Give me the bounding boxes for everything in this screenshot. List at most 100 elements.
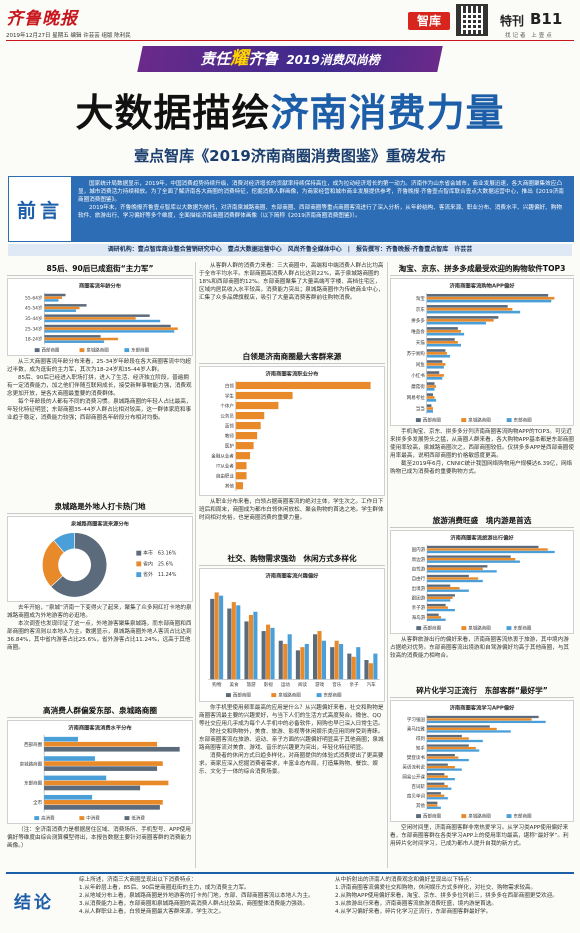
banner-text: 责任 — [200, 50, 231, 68]
bar — [426, 363, 446, 366]
category-label: 得到 — [416, 735, 426, 742]
bar — [427, 608, 455, 612]
chart: 商圈客流年龄分布 55-64岁 45-54岁 35-44岁 25-34岁 18-24岁西部… — [7, 278, 193, 356]
chart-title: 泉城路商圈客流来源分布 — [70, 519, 130, 527]
bar — [426, 737, 469, 740]
bar — [270, 627, 275, 680]
bar — [426, 404, 432, 407]
bar — [304, 643, 309, 680]
date-line: 2019年12月27日 星期五 编辑 许芸芸 组版 陈利民 — [6, 33, 131, 39]
bar — [248, 614, 253, 680]
legend-swatch — [506, 418, 512, 423]
conclusion-box — [6, 872, 574, 932]
bar — [426, 341, 458, 344]
bar — [426, 794, 445, 797]
bar — [44, 780, 169, 786]
category-label: 自由行 — [412, 575, 426, 582]
section-heading: 旅游消费旺盛 境内游是首选 — [390, 514, 574, 528]
legend-label: 西部商圈 — [423, 417, 442, 424]
legend-swatch — [416, 814, 422, 819]
column-rule — [387, 262, 388, 868]
data-label: 25.6% — [158, 561, 174, 567]
legend-label: 西部商圈 — [423, 813, 442, 820]
category-label: 45-54岁 — [25, 305, 42, 312]
bar — [227, 608, 232, 680]
bar — [426, 749, 480, 752]
legend-label: 泉城路商圈 — [468, 625, 491, 632]
legend-swatch — [461, 418, 467, 423]
bar — [427, 560, 520, 563]
bar — [364, 660, 369, 680]
category-label: 全市 — [33, 799, 42, 806]
paragraph: 4.从人群职业上看，白领是商圈最大客群来源，学生次之。 — [79, 909, 225, 915]
legend-swatch — [226, 693, 231, 698]
bar — [426, 374, 444, 377]
category-label: 周边游 — [412, 556, 426, 563]
legend-label: 西部商圈 — [423, 625, 441, 632]
article-text: 空闲时间里，济南商圈客群非常热爱学习。从学习类APP使用偏好来看，东部商圈客群在… — [390, 824, 574, 868]
bar — [426, 792, 441, 795]
bar — [426, 388, 435, 391]
bar — [426, 321, 486, 325]
category-label: 美食 — [229, 681, 239, 688]
banner-text: 2019消费风尚榜 — [286, 53, 380, 67]
bar — [236, 605, 241, 680]
bar — [44, 337, 119, 341]
bar — [44, 766, 158, 771]
bar — [427, 616, 442, 619]
bar — [426, 410, 433, 413]
chart: 济南商圈客流购物APP偏好淘宝京东拼多多唯品会天猫苏宁易购闲鱼小红书蘑菇街网易考… — [390, 278, 574, 426]
category-label: 运动 — [281, 681, 291, 688]
bar — [427, 613, 439, 616]
bar — [427, 587, 460, 590]
bar — [427, 579, 483, 583]
bar — [427, 567, 483, 571]
bar — [300, 647, 305, 680]
category-label: 游戏 — [315, 681, 325, 688]
section-tab: 智库 — [408, 12, 450, 30]
section-heading: 泉城路是外地人打卡热门地 — [7, 500, 193, 514]
bar — [426, 804, 438, 807]
category-label: 网易公开课 — [402, 773, 425, 780]
bar — [426, 385, 437, 388]
legend-swatch — [34, 816, 40, 821]
paragraph: 2.从购物APP使用偏好来看，淘宝、京东、拼多多位列前三，拼多多在西部商圈更受欢… — [335, 893, 558, 899]
bar — [44, 319, 161, 323]
paragraph: 从客群旅游出行的偏好来看，济南商圈客流热衷于旅游，其中境内游占据绝对优势。东部商… — [390, 637, 570, 659]
paragraph: 4.从学习偏好来看，碎片化学习正流行，东部商圈客群最好学。 — [335, 909, 492, 915]
bar — [427, 545, 539, 549]
bar — [426, 332, 465, 336]
bar — [235, 381, 371, 390]
bar — [426, 785, 448, 788]
category-label: 白领 — [225, 382, 235, 389]
bar — [426, 316, 499, 319]
bar — [427, 548, 548, 551]
category-label: 蘑菇街 — [411, 383, 425, 390]
bar — [426, 734, 462, 738]
masthead: 齐鲁晚报 — [6, 9, 78, 29]
bar — [235, 462, 247, 470]
bar — [427, 599, 451, 602]
bar — [373, 653, 378, 680]
category-label: 亲子游 — [412, 604, 426, 611]
preface-box — [8, 176, 574, 242]
category-label: 海岛游 — [412, 614, 426, 621]
bar — [427, 618, 446, 621]
bar — [44, 324, 171, 328]
bar — [261, 631, 266, 680]
bar — [427, 574, 469, 578]
bar — [44, 800, 163, 805]
bar — [427, 570, 497, 573]
paragraph: 从三大商圈客流年龄分布来看，25-34岁年龄段在各大商圈客流中均超过半数，成为逛… — [7, 359, 191, 373]
bar — [427, 565, 488, 568]
category-label: 旅游 — [247, 681, 257, 688]
bar — [347, 653, 352, 680]
article-section: 淘宝、京东、拼多多成最受欢迎的购物软件TOP3 济南商圈客流购物APP偏好 淘宝 京东… — [390, 262, 574, 512]
article-section: 白领是济南商圈最大客群来源 济南商圈客流职业分布 白领 学生 个体户 公务员 蓝领 教师 医护金… — [199, 350, 385, 550]
bar — [426, 329, 461, 333]
article-section: 从客群人群的消费力来看：三大商圈中，高端和中端消费人群占比均高于全市平均水平。东… — [199, 262, 385, 348]
paragraph: 去年开始，“泉城”济南一下变得火了起来，聚集了众多网红打卡地的泉城路商圈成为外地… — [7, 605, 192, 619]
preface-label: 前言 — [9, 177, 71, 241]
category-label: 网易考拉 — [407, 394, 426, 401]
paragraph: 从客群人群的消费力来看：三大商圈中，高端和中端消费人群占比均高于全市平均水平。东… — [199, 263, 384, 301]
